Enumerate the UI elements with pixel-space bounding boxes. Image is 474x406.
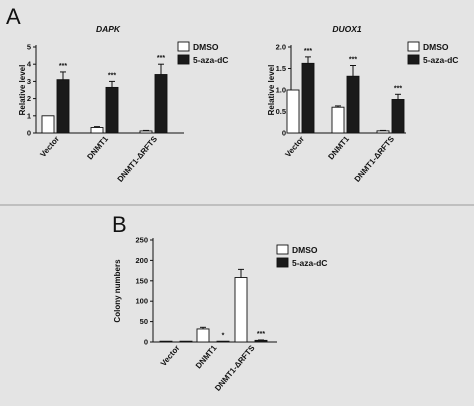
legend-label-dmso: DMSO (423, 42, 449, 52)
bar-aza (216, 340, 230, 343)
bar-aza (254, 339, 268, 343)
legend-swatch-dmso (177, 41, 190, 52)
bar-dmso (139, 130, 153, 134)
bar-dmso (90, 127, 104, 134)
chart-duox1: DUOX1 Relative level 0 0.5 1.0 1.5 2.0 *** *** **… (267, 24, 458, 184)
bar-aza (301, 62, 315, 134)
bar-dmso (376, 130, 390, 134)
legend-label-aza: 5-aza-dC (423, 55, 458, 65)
legend-swatch-aza (407, 54, 420, 65)
y-tick-label: 1 (27, 111, 31, 120)
significance-label: *** (349, 56, 357, 63)
significance-label: *** (59, 63, 67, 70)
bar-aza (154, 74, 168, 134)
significance-label: *** (108, 72, 116, 79)
y-tick-label: 0 (27, 129, 31, 138)
significance-label: *** (157, 55, 165, 62)
x-category-label: DNMT1-ΔRFTS (353, 134, 397, 184)
x-category-label: Vector (283, 135, 306, 160)
y-tick-label: 150 (135, 276, 148, 285)
x-category-label: Vector (159, 344, 182, 369)
legend-swatch-dmso (276, 244, 289, 255)
x-category-label: Vector (38, 135, 61, 160)
bar-dmso (196, 328, 210, 343)
bar-aza (56, 79, 70, 134)
y-tick-label: 2.0 (276, 43, 286, 52)
chart-title: DUOX1 (332, 24, 362, 34)
significance-label: * (222, 333, 225, 340)
significance-label: *** (304, 48, 312, 55)
y-tick-label: 50 (140, 317, 148, 326)
bar-aza (391, 99, 405, 134)
y-tick-label: 200 (135, 256, 148, 265)
y-tick-label: 1.5 (276, 64, 286, 73)
y-tick-label: 0 (282, 129, 286, 138)
legend-label-aza: 5-aza-dC (292, 258, 327, 268)
legend-label-dmso: DMSO (292, 245, 318, 255)
panel-label-a: A (6, 4, 21, 29)
legend-swatch-aza (177, 54, 190, 65)
bar-dmso (41, 115, 55, 134)
chart-dapk: DAPK Relative level 0 1 2 3 4 5 *** *** *** Vector D… (18, 24, 228, 184)
legend-label-dmso: DMSO (193, 42, 219, 52)
y-tick-label: 0.5 (276, 107, 286, 116)
bar-aza (179, 340, 193, 343)
significance-label: *** (257, 331, 265, 338)
y-tick-label: 3 (27, 77, 31, 86)
y-tick-label: 1.0 (276, 86, 286, 95)
bar-dmso (159, 340, 173, 343)
bar-aza (105, 86, 119, 134)
chart-title: DAPK (96, 24, 121, 34)
bar-aza (346, 75, 360, 134)
bar-dmso (286, 89, 300, 134)
significance-label: *** (394, 85, 402, 92)
x-category-label: DNMT1-ΔRFTS (213, 343, 257, 393)
y-tick-label: 0 (144, 338, 148, 347)
y-axis-label: Colony numbers (113, 259, 122, 323)
legend-swatch-dmso (407, 41, 420, 52)
y-tick-label: 4 (27, 60, 32, 69)
x-category-label: DNMT1-ΔRFTS (116, 134, 160, 184)
legend-label-aza: 5-aza-dC (193, 55, 228, 65)
bar-dmso (331, 106, 345, 134)
y-tick-label: 250 (135, 236, 148, 245)
x-category-label: DNMT1 (85, 134, 110, 161)
panel-label-b: B (112, 212, 127, 237)
y-axis-label: Relative level (267, 65, 276, 116)
bar-dmso (234, 277, 248, 343)
x-category-label: DNMT1 (194, 343, 219, 370)
legend-swatch-aza (276, 257, 289, 268)
y-tick-label: 100 (135, 297, 148, 306)
y-axis-label: Relative level (18, 65, 27, 116)
y-tick-label: 2 (27, 94, 31, 103)
x-category-label: DNMT1 (326, 134, 351, 161)
y-tick-label: 5 (27, 43, 31, 52)
